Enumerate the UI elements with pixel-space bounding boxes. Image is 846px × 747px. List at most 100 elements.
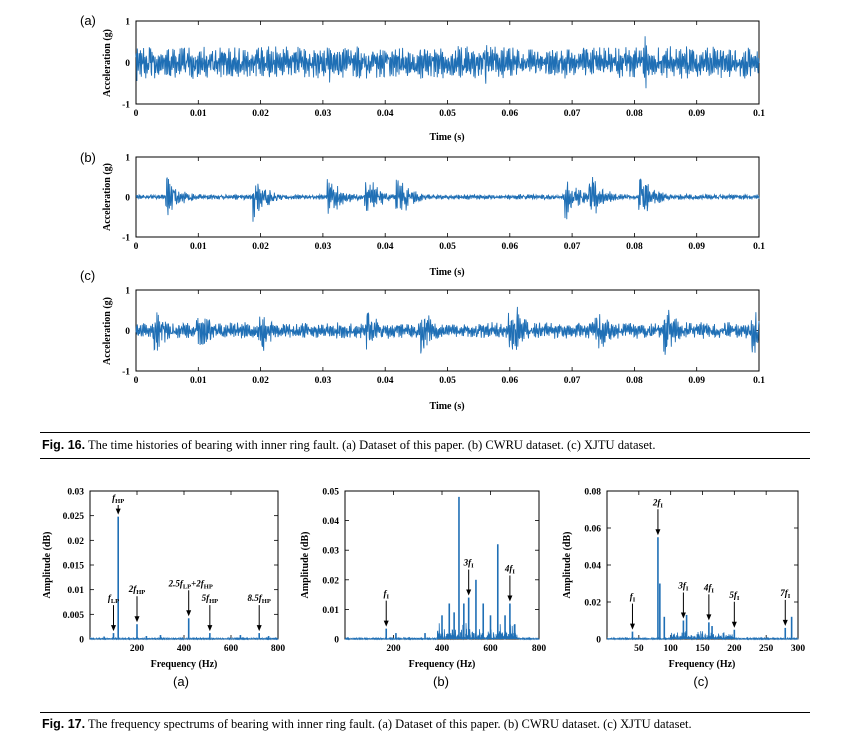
peak-annotation: 5fHP <box>202 593 219 605</box>
x-tick-label: 0.04 <box>377 376 394 386</box>
x-axis-label: Frequency (Hz) <box>151 659 218 670</box>
x-axis-label: Frequency (Hz) <box>669 659 736 670</box>
x-tick-label: 100 <box>664 644 679 654</box>
peak-annotation-sub: LP <box>111 598 119 605</box>
annotation-arrow-head <box>706 614 712 621</box>
peak-annotation: fI <box>630 592 636 604</box>
x-tick-label: 0.07 <box>564 376 581 386</box>
panel-label: (a) <box>80 13 96 28</box>
x-tick-label: 0.02 <box>252 376 269 386</box>
x-axis-label: Time (s) <box>429 267 464 278</box>
y-tick-label: 0.04 <box>322 517 339 527</box>
y-tick-label: 0.08 <box>584 488 601 498</box>
y-tick-label: 1 <box>125 18 130 28</box>
x-tick-label: 0.06 <box>501 109 518 119</box>
peak-annotation: 7fI <box>780 588 791 600</box>
peak-annotation: 2fHP <box>128 584 146 596</box>
peak-annotation: fHP <box>112 493 124 505</box>
y-axis-label: Acceleration (g) <box>102 297 113 365</box>
fig16-caption-label: Fig. 16. <box>42 438 86 452</box>
x-tick-label: 0.09 <box>688 109 705 119</box>
chart-16b: 0 0.01 0.02 0.03 0.04 0.05 0.06 0.07 0.08 0.09 0.1… <box>80 150 765 278</box>
peak-annotation-sub: I <box>512 568 515 575</box>
annotation-arrow-head <box>466 589 472 596</box>
y-axis-label: Amplitude (dB) <box>300 532 311 599</box>
peak-annotation: 3fI <box>463 558 475 570</box>
x-tick-label: 0.08 <box>626 109 643 119</box>
x-tick-label: 200 <box>727 644 742 654</box>
x-tick-label: 0.07 <box>564 109 581 119</box>
annotation-arrow-head <box>655 529 661 536</box>
peak-annotation-sub2: HP <box>204 583 213 590</box>
y-axis-label: Acceleration (g) <box>102 29 113 97</box>
x-axis-label: Time (s) <box>429 132 464 143</box>
x-tick-label: 0 <box>134 376 139 386</box>
plot-frame <box>606 490 799 640</box>
x-tick-label: 0.1 <box>753 242 765 252</box>
panel-label: (b) <box>433 674 449 689</box>
x-tick-label: 0.01 <box>190 109 207 119</box>
chart-17b: 200 400 600 800 0 0.01 0.02 0.03 0.04 0.05 Frequen… <box>300 488 546 690</box>
spectrum-floor <box>607 631 799 641</box>
y-tick-label: 0.02 <box>584 599 601 609</box>
y-axis-label: Amplitude (dB) <box>42 532 53 599</box>
x-tick-label: 0.04 <box>377 109 394 119</box>
y-tick-label: 1 <box>125 287 130 297</box>
peak-annotation-part2: +2f <box>191 578 205 588</box>
y-tick-label: 0.04 <box>584 562 601 572</box>
y-tick-label: 0 <box>125 59 130 69</box>
x-tick-label: 0.05 <box>439 109 456 119</box>
y-tick-label: 0 <box>334 636 339 646</box>
annotation-arrow-head <box>186 610 192 617</box>
panel-label: (c) <box>693 674 708 689</box>
peak-annotation-sub: LP <box>183 583 191 590</box>
y-tick-label: -1 <box>122 234 130 244</box>
x-tick-label: 300 <box>791 644 806 654</box>
annotation-arrow-head <box>383 620 389 627</box>
x-tick-label: 0.1 <box>753 376 765 386</box>
x-axis-label: Time (s) <box>429 401 464 412</box>
fig16-top-rule <box>40 432 810 433</box>
x-tick-label: 400 <box>177 644 192 654</box>
x-tick-label: 0.09 <box>688 376 705 386</box>
peak-annotation-sub: I <box>686 586 689 593</box>
peak-annotation-sub: I <box>660 502 663 509</box>
x-tick-label: 0.1 <box>753 109 765 119</box>
peak-annotation: 4fI <box>504 563 516 575</box>
fig17-caption-text: The frequency spectrums of bearing with … <box>87 717 692 731</box>
y-tick-label: 0.06 <box>584 525 601 535</box>
fig17-caption: Fig. 17. The frequency spectrums of bear… <box>42 717 692 732</box>
chart-17c: 50 100 150 200 250 300 0 0.02 0.04 0.06 0.08 Freque… <box>562 488 805 690</box>
y-tick-label: 0.005 <box>63 611 85 621</box>
annotation-arrow-head <box>782 619 788 626</box>
signal-trace <box>135 176 760 222</box>
y-tick-label: 0.05 <box>322 488 339 498</box>
x-tick-label: 200 <box>386 644 401 654</box>
peak-annotation: fI <box>383 589 389 601</box>
peak-annotation-sub: I <box>788 593 791 600</box>
fig17-caption-label: Fig. 17. <box>42 717 86 731</box>
fig16-caption: Fig. 16. The time histories of bearing w… <box>42 438 656 453</box>
x-tick-label: 0.02 <box>252 242 269 252</box>
x-tick-label: 0 <box>134 109 139 119</box>
x-tick-label: 150 <box>695 644 710 654</box>
chart-16a: 0 0.01 0.02 0.03 0.04 0.05 0.06 0.07 0.08 0.09 0.1… <box>80 13 765 143</box>
x-tick-label: 0.08 <box>626 242 643 252</box>
x-tick-label: 0.03 <box>315 376 332 386</box>
peak-annotation-sub: I <box>737 595 740 602</box>
y-axis-label: Amplitude (dB) <box>562 532 573 599</box>
signal-trace <box>135 306 760 355</box>
peak-annotation: 8.5fHP <box>248 593 271 605</box>
x-tick-label: 200 <box>130 644 145 654</box>
fig16-caption-text: The time histories of bearing with inner… <box>87 438 656 452</box>
panel-label: (c) <box>80 268 95 283</box>
peak-annotation-sub: I <box>386 594 389 601</box>
x-tick-label: 0.09 <box>688 242 705 252</box>
y-tick-label: 0.02 <box>322 576 339 586</box>
peak-annotation: 3fI <box>677 581 689 593</box>
x-tick-label: 50 <box>634 644 644 654</box>
x-tick-label: 0.03 <box>315 109 332 119</box>
x-tick-label: 0.07 <box>564 242 581 252</box>
y-tick-label: 0 <box>125 327 130 337</box>
